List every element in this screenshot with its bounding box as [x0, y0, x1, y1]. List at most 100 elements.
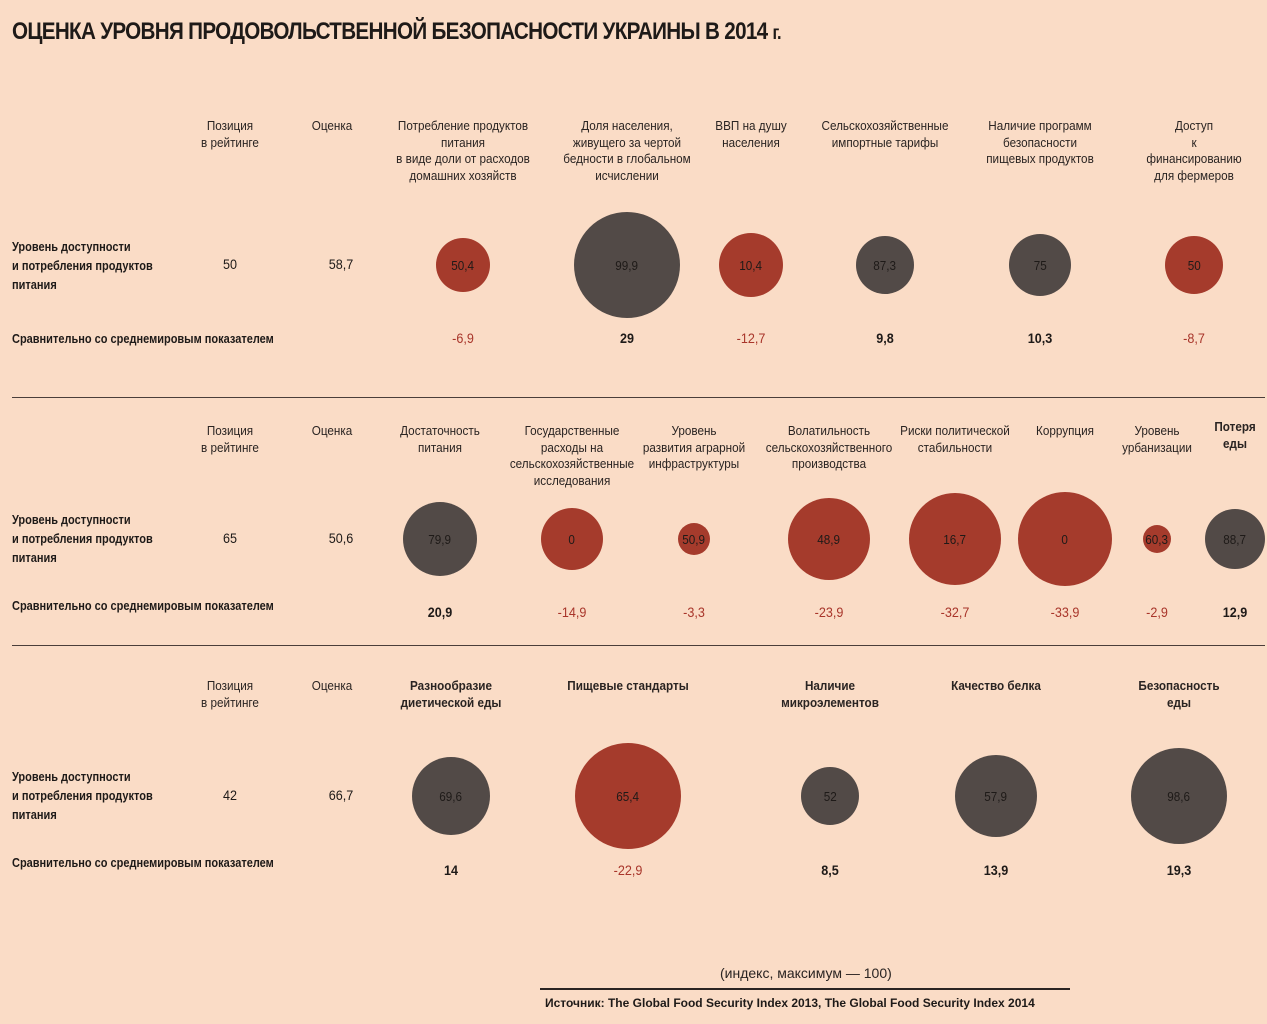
bubble-mark: 79,9 — [403, 502, 477, 576]
bubble-label: 88,7 — [1223, 531, 1247, 547]
indicator-header: Наличие микроэлементов — [781, 678, 879, 710]
indicator-header: Пищевые стандарты — [567, 678, 689, 693]
bubble-label: 99,9 — [615, 257, 639, 273]
indicator-header: Доля населения, живущего за чертой бедност… — [563, 118, 691, 183]
bubble-label: 57,9 — [984, 788, 1008, 804]
indicator-header: Потребление продуктов питания в виде доли … — [396, 118, 530, 183]
bubble-mark: 52 — [801, 767, 859, 825]
indicator-header: Безопасность еды — [1138, 678, 1220, 710]
indicator-header: Коррупция — [1036, 423, 1094, 438]
bubble-mark: 87,3 — [856, 236, 914, 294]
compare-value: -32,7 — [940, 604, 970, 620]
compare-value: -14,9 — [557, 604, 587, 620]
bubble-label: 50,9 — [682, 531, 706, 547]
position-value: 50 — [222, 256, 238, 272]
indicator-header: Сельскохозяйственные импортные тарифы — [821, 118, 949, 150]
bubble-mark: 69,6 — [412, 757, 490, 835]
bubble-label: 60,3 — [1145, 531, 1169, 547]
bubble-mark: 48,9 — [788, 498, 870, 580]
compare-value: 13,9 — [983, 862, 1009, 878]
bubble-label: 79,9 — [428, 531, 452, 547]
bubble-label: 75 — [1033, 257, 1047, 273]
bubble-label: 98,6 — [1167, 788, 1191, 804]
score-header: Оценка — [311, 678, 353, 693]
indicator-header: Наличие программ безопасности пищевых прод… — [986, 118, 1094, 166]
bubble-label: 10,4 — [739, 257, 763, 273]
position-value: 65 — [222, 530, 238, 546]
chart-title: ОЦЕНКА УРОВНЯ ПРОДОВОЛЬСТВЕННОЙ БЕЗОПАСН… — [12, 18, 782, 45]
bubble-label: 50,4 — [451, 257, 475, 273]
bubble-label: 65,4 — [616, 788, 640, 804]
bubble-label: 48,9 — [817, 531, 841, 547]
bubble-label: 0 — [568, 531, 576, 547]
indicator-header: Уровень урбанизации — [1122, 423, 1192, 455]
score-value: 66,7 — [328, 787, 354, 803]
row-label: Уровень доступности и потребления продукт… — [12, 770, 153, 822]
indicator-header: Риски политической стабильности — [900, 423, 1010, 455]
compare-label: Сравнительно со среднемировым показателе… — [12, 856, 274, 870]
compare-value: 12,9 — [1222, 604, 1248, 620]
score-value: 50,6 — [328, 530, 354, 546]
section-divider — [12, 397, 1265, 398]
bubble-mark: 0 — [541, 508, 603, 570]
position-header: Позиция в рейтинге — [201, 423, 259, 455]
position-value: 42 — [222, 787, 238, 803]
bubble-mark: 88,7 — [1205, 509, 1265, 569]
indicator-header: ВВП на душу населения — [715, 118, 787, 150]
bubble-mark: 0 — [1018, 492, 1112, 586]
bubble-mark: 60,3 — [1143, 525, 1171, 553]
bubble-label: 69,6 — [439, 788, 463, 804]
bubble-mark: 16,7 — [909, 493, 1001, 585]
compare-value: 29 — [619, 330, 635, 346]
compare-value: -2,9 — [1146, 604, 1168, 620]
bubble-mark: 75 — [1009, 234, 1071, 296]
compare-value: -8,7 — [1183, 330, 1205, 346]
source-note: Источник: The Global Food Security Index… — [545, 996, 1035, 1010]
compare-label: Сравнительно со среднемировым показателе… — [12, 332, 274, 346]
bubble-label: 0 — [1061, 531, 1069, 547]
compare-value: -3,3 — [683, 604, 705, 620]
compare-value: -33,9 — [1050, 604, 1080, 620]
bubble-label: 52 — [823, 788, 837, 804]
indicator-header: Потеря еды — [1214, 419, 1256, 451]
bubble-label: 16,7 — [943, 531, 967, 547]
compare-value: 20,9 — [427, 604, 453, 620]
indicator-header: Волатильность сельскохозяйственного произв… — [765, 423, 893, 471]
score-value: 58,7 — [328, 256, 354, 272]
compare-value: -6,9 — [452, 330, 474, 346]
compare-value: -12,7 — [736, 330, 766, 346]
score-header: Оценка — [311, 423, 353, 438]
indicator-header: Уровень развития аграрной инфраструктуры — [642, 423, 746, 471]
source-divider — [540, 988, 1070, 990]
compare-value: 9,8 — [876, 330, 894, 346]
compare-label: Сравнительно со среднемировым показателе… — [12, 599, 274, 613]
row-label: Уровень доступности и потребления продукт… — [12, 513, 153, 565]
bubble-mark: 65,4 — [575, 743, 681, 849]
compare-value: 19,3 — [1166, 862, 1192, 878]
compare-value: -23,9 — [814, 604, 844, 620]
indicator-header: Государственные расходы на сельскохозяйств… — [509, 423, 635, 488]
section-divider — [12, 645, 1265, 646]
indicator-header: Разнообразие диетической еды — [400, 678, 502, 710]
bubble-mark: 10,4 — [719, 233, 783, 297]
score-header: Оценка — [311, 118, 353, 133]
compare-value: 8,5 — [821, 862, 839, 878]
indicator-header: Достаточность питания — [400, 423, 480, 455]
position-header: Позиция в рейтинге — [201, 678, 259, 710]
bubble-label: 87,3 — [873, 257, 897, 273]
row-label: Уровень доступности и потребления продукт… — [12, 240, 153, 292]
bubble-mark: 50 — [1165, 236, 1223, 294]
bubble-mark: 57,9 — [955, 755, 1037, 837]
compare-value: 10,3 — [1027, 330, 1053, 346]
bubble-mark: 99,9 — [574, 212, 680, 318]
bubble-mark: 50,9 — [678, 523, 710, 555]
unit-note: (индекс, максимум — 100) — [720, 965, 892, 981]
compare-value: -22,9 — [613, 862, 643, 878]
indicator-header: Доступ к финансированию для фермеров — [1146, 118, 1242, 183]
bubble-mark: 50,4 — [436, 238, 490, 292]
bubble-label: 50 — [1187, 257, 1201, 273]
indicator-header: Качество белка — [951, 678, 1041, 693]
bubble-mark: 98,6 — [1131, 748, 1227, 844]
position-header: Позиция в рейтинге — [201, 118, 259, 150]
compare-value: 14 — [443, 862, 459, 878]
